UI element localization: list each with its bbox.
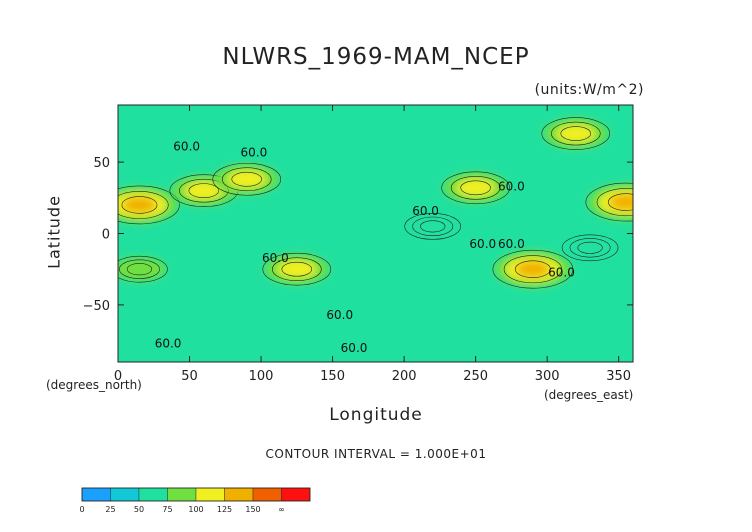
contour-label: 60.0 xyxy=(326,308,353,322)
contour-line xyxy=(460,180,491,196)
contour-line xyxy=(560,126,592,141)
contour-line xyxy=(561,234,619,262)
colorbar-swatch xyxy=(167,487,197,502)
colorbar-tick-label: ∞ xyxy=(278,505,285,514)
contour-interval: CONTOUR INTERVAL = 1.000E+01 xyxy=(265,447,487,461)
contour-line xyxy=(420,220,446,233)
axes: 0 50 100 150 200 250 300 350 −50 0 50 xyxy=(83,105,633,384)
contour-line xyxy=(577,241,603,254)
contour-line xyxy=(585,182,633,222)
contour-label: 60.0 xyxy=(341,341,368,355)
colorbar-tick-label: 25 xyxy=(105,505,115,514)
y-unit-label: (degrees_north) xyxy=(46,378,142,392)
x-tick-label: 0 xyxy=(114,369,122,384)
colorbar-tick-label: 150 xyxy=(245,505,260,514)
contour-line xyxy=(212,162,282,196)
contour-line xyxy=(607,193,633,211)
contour-line xyxy=(221,167,272,192)
contour-line xyxy=(118,259,160,279)
y-tick-label: 0 xyxy=(102,228,110,243)
colorbar-swatch xyxy=(110,487,140,502)
colorbar-swatch xyxy=(81,487,111,502)
contour-label: 60.0 xyxy=(262,251,289,265)
colorbar-swatch xyxy=(138,487,168,502)
colorbar-swatch xyxy=(195,487,225,502)
contour-line xyxy=(281,261,313,277)
x-tick-label: 50 xyxy=(181,369,198,384)
colorbar-swatch xyxy=(224,487,254,502)
contour-label: 60.0 xyxy=(498,180,525,194)
contour-label: 60.0 xyxy=(412,204,439,218)
field-feature xyxy=(118,186,178,223)
x-tick-label: 350 xyxy=(606,369,631,384)
x-tick-label: 200 xyxy=(392,369,417,384)
colorbar: 0 25 50 75 100 125 150 ∞ xyxy=(79,487,311,514)
x-tick-label: 150 xyxy=(320,369,345,384)
colorbar-tick-label: 125 xyxy=(217,505,232,514)
colorbar-frame xyxy=(81,487,311,502)
contour-label: 60.0 xyxy=(241,145,268,159)
colorbar-swatch xyxy=(281,487,311,502)
contour-line xyxy=(503,255,562,284)
contour-label: 60.0 xyxy=(155,337,182,351)
contour-line xyxy=(118,255,168,283)
x-tick-label: 100 xyxy=(249,369,274,384)
contour-line xyxy=(569,238,611,258)
field-feature xyxy=(564,235,617,260)
field-feature xyxy=(543,118,608,149)
field-background xyxy=(118,105,633,362)
contour-label: 60.0 xyxy=(548,265,575,279)
contour-label: 60.0 xyxy=(173,140,200,154)
contour-line xyxy=(441,171,510,205)
contour-line xyxy=(262,252,332,286)
units-label: (units:W/m^2) xyxy=(534,82,644,98)
contour-line xyxy=(272,257,322,282)
colorbar-tick-label: 100 xyxy=(188,505,203,514)
contour-line xyxy=(450,175,501,200)
field-feature xyxy=(264,254,329,285)
contour-line xyxy=(188,183,220,199)
contour-line xyxy=(492,249,574,289)
contour-label: 60.0 xyxy=(498,237,525,251)
x-unit-label: (degrees_east) xyxy=(544,388,634,402)
field-feature xyxy=(406,214,459,239)
chart-title: NLWRS_1969-MAM_NCEP xyxy=(222,44,530,70)
contour-line xyxy=(550,121,601,146)
y-tick-label: 50 xyxy=(93,156,110,171)
heatmap-field: 60.0 60.060.060.060.060.060.060.060.060.0… xyxy=(118,105,633,362)
x-tick-label: 250 xyxy=(463,369,488,384)
colorbar-tick-label: 50 xyxy=(134,505,144,514)
field-feature xyxy=(494,251,571,288)
colorbar-tick-label: 0 xyxy=(79,505,84,514)
field-feature xyxy=(214,164,279,195)
x-tick-label: 300 xyxy=(535,369,560,384)
contour-line xyxy=(404,213,462,240)
contour-line xyxy=(118,190,169,219)
y-tick-label: −50 xyxy=(83,299,110,314)
contour-line xyxy=(118,185,180,225)
contour-line xyxy=(596,188,633,217)
contour-line xyxy=(121,196,158,214)
colorbar-swatch xyxy=(252,487,282,502)
contour-label: 60.0 xyxy=(469,237,496,251)
field-feature xyxy=(587,184,633,221)
field-feature xyxy=(118,257,166,282)
contour-line xyxy=(126,263,153,276)
contour-line xyxy=(541,117,611,150)
x-axis-label: Longitude xyxy=(329,405,423,425)
field-feature xyxy=(443,172,508,203)
contour-line xyxy=(514,260,551,278)
contour-line xyxy=(231,171,263,187)
contour-line xyxy=(412,216,454,237)
colorbar-tick-label: 75 xyxy=(162,505,172,514)
